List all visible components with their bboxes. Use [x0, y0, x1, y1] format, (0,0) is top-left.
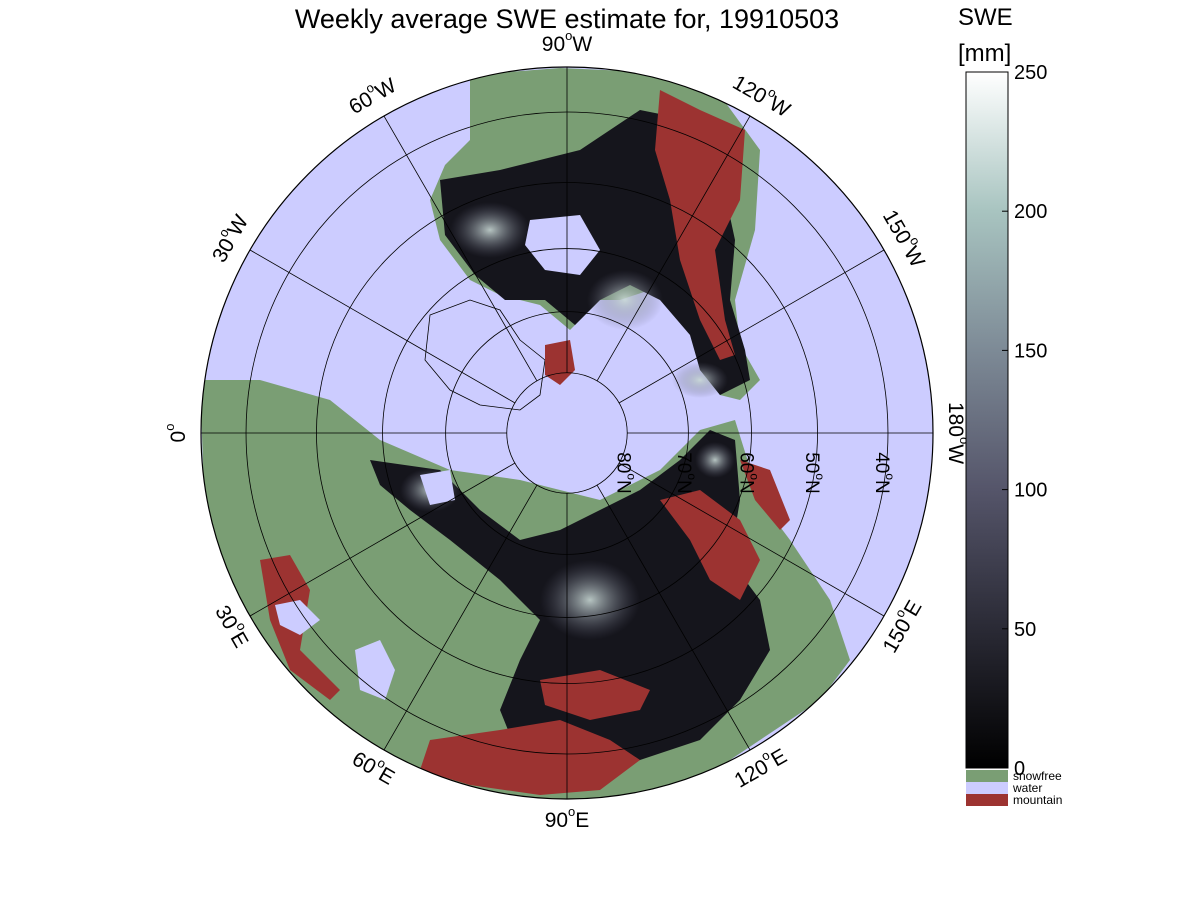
east-siberia-mountain [660, 490, 760, 600]
rockies-mountain [655, 90, 745, 360]
longitude-label: 0o [162, 424, 189, 443]
meridian-line [596, 484, 751, 751]
colorbar-title: SWE [958, 4, 1013, 31]
latitude-label: 60oN [736, 452, 762, 494]
latitude-label: 50oN [801, 452, 827, 494]
figure-title: Weekly average SWE estimate for, 1991050… [294, 4, 840, 34]
colorbar-tick-label: 150 [1014, 340, 1047, 362]
black-sea [275, 600, 320, 635]
longitude-label: 180oW [944, 402, 971, 464]
latitude-label: 40oN [871, 452, 897, 494]
central-asia-mountain [540, 670, 650, 720]
greenland-outline [424, 299, 546, 411]
longitude-label: 90oE [545, 804, 590, 831]
meridian-line [383, 115, 538, 382]
swe-high-siberia [540, 560, 640, 640]
map-boundary [200, 66, 934, 800]
colorbar-gradient [965, 71, 1009, 769]
colorbar-ticks: 0 50 100 150 200 250 [1002, 62, 1047, 780]
hudson-bay [525, 215, 600, 275]
longitude-label: 90oW [542, 28, 593, 55]
kamchatka-mountain [740, 460, 790, 530]
latitude-label: 70oN [673, 452, 699, 494]
colorbar-tick-label: 50 [1014, 619, 1036, 641]
meridian-line [618, 249, 885, 404]
graticule [201, 67, 933, 799]
latitude-label: 80oN [613, 452, 639, 494]
meridian-line [249, 249, 516, 404]
map-disc [201, 67, 933, 799]
caspian-sea [355, 640, 395, 700]
colorbar-unit: [mm] [958, 40, 1012, 67]
swe-high-alaska [672, 362, 728, 398]
legend-swatch-snowfree [966, 770, 1008, 782]
swe-high-kamchatka [695, 442, 735, 478]
legend-swatch-mountain [966, 794, 1008, 806]
meridian-line [383, 484, 538, 751]
legend-swatch-water [966, 782, 1008, 794]
meridian-line [618, 462, 885, 617]
legend-label-mountain: mountain [1013, 793, 1062, 807]
meridian-line [249, 462, 516, 617]
himalaya-mountain [420, 720, 640, 795]
white-sea [420, 470, 455, 505]
colorbar-tick-label: 200 [1014, 201, 1047, 223]
colorbar-tick-label: 0 [1014, 758, 1025, 780]
swe-high-canada-west [450, 202, 530, 258]
swe-high-canada-east [587, 270, 663, 330]
arctic-islands [545, 340, 575, 385]
meridian-line [596, 115, 751, 382]
latitude-labels: 80oN 70oN 60oN 50oN 40oN [613, 452, 897, 494]
colorbar-tick-label: 100 [1014, 480, 1047, 502]
colorbar-tick-label: 250 [1014, 62, 1047, 84]
legend-label-water: water [1012, 781, 1042, 795]
legend-label-snowfree: snowfree [1013, 769, 1062, 783]
